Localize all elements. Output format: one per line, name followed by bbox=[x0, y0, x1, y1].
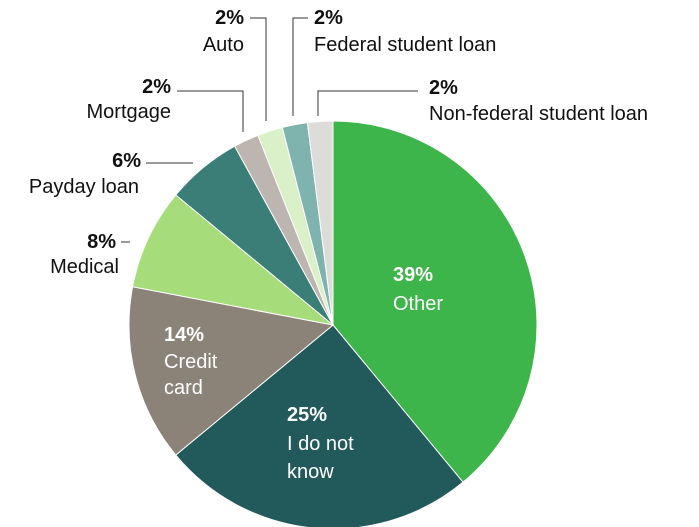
slice-label-i-do-not-know-line1: I do not bbox=[287, 433, 354, 455]
slice-pct-non-federal-student-loan: 2% bbox=[429, 77, 458, 99]
pie-slice-medical bbox=[132, 194, 334, 326]
pie-slice-non-federal-student-loan bbox=[306, 120, 334, 326]
slice-label-credit-card-line2: card bbox=[164, 377, 203, 399]
slice-label-medical: Medical bbox=[50, 256, 119, 278]
slice-pct-payday-loan: 6% bbox=[112, 150, 141, 172]
slice-pct-auto: 2% bbox=[215, 7, 244, 29]
slice-label-federal-student-loan: Federal student loan bbox=[314, 34, 496, 56]
slice-label-other: Other bbox=[393, 293, 443, 315]
pie-slice-other bbox=[332, 120, 538, 483]
slice-pct-medical: 8% bbox=[87, 231, 116, 253]
pie-slices bbox=[128, 120, 538, 527]
leader-lines bbox=[121, 17, 418, 243]
leader-line bbox=[177, 90, 244, 132]
leader-line bbox=[317, 90, 418, 116]
leader-line bbox=[250, 17, 267, 121]
pie-slice-i-do-not-know bbox=[175, 324, 464, 527]
slice-pct-federal-student-loan: 2% bbox=[314, 7, 343, 29]
slice-pct-mortgage: 2% bbox=[142, 76, 171, 98]
slice-label-i-do-not-know-line2: know bbox=[287, 461, 334, 483]
slice-label-credit-card-line1: Credit bbox=[164, 351, 218, 373]
slice-label-auto: Auto bbox=[203, 34, 244, 56]
slice-pct-i-do-not-know: 25% bbox=[287, 404, 327, 426]
slice-label-payday-loan: Payday loan bbox=[29, 176, 139, 198]
slice-label-mortgage: Mortgage bbox=[87, 101, 172, 123]
slice-pct-credit-card: 14% bbox=[164, 324, 204, 346]
slice-pct-other: 39% bbox=[393, 264, 433, 286]
slice-label-non-federal-student-loan: Non-federal student loan bbox=[429, 103, 648, 125]
leader-line bbox=[292, 17, 308, 116]
pie-slice-credit-card bbox=[128, 286, 335, 456]
